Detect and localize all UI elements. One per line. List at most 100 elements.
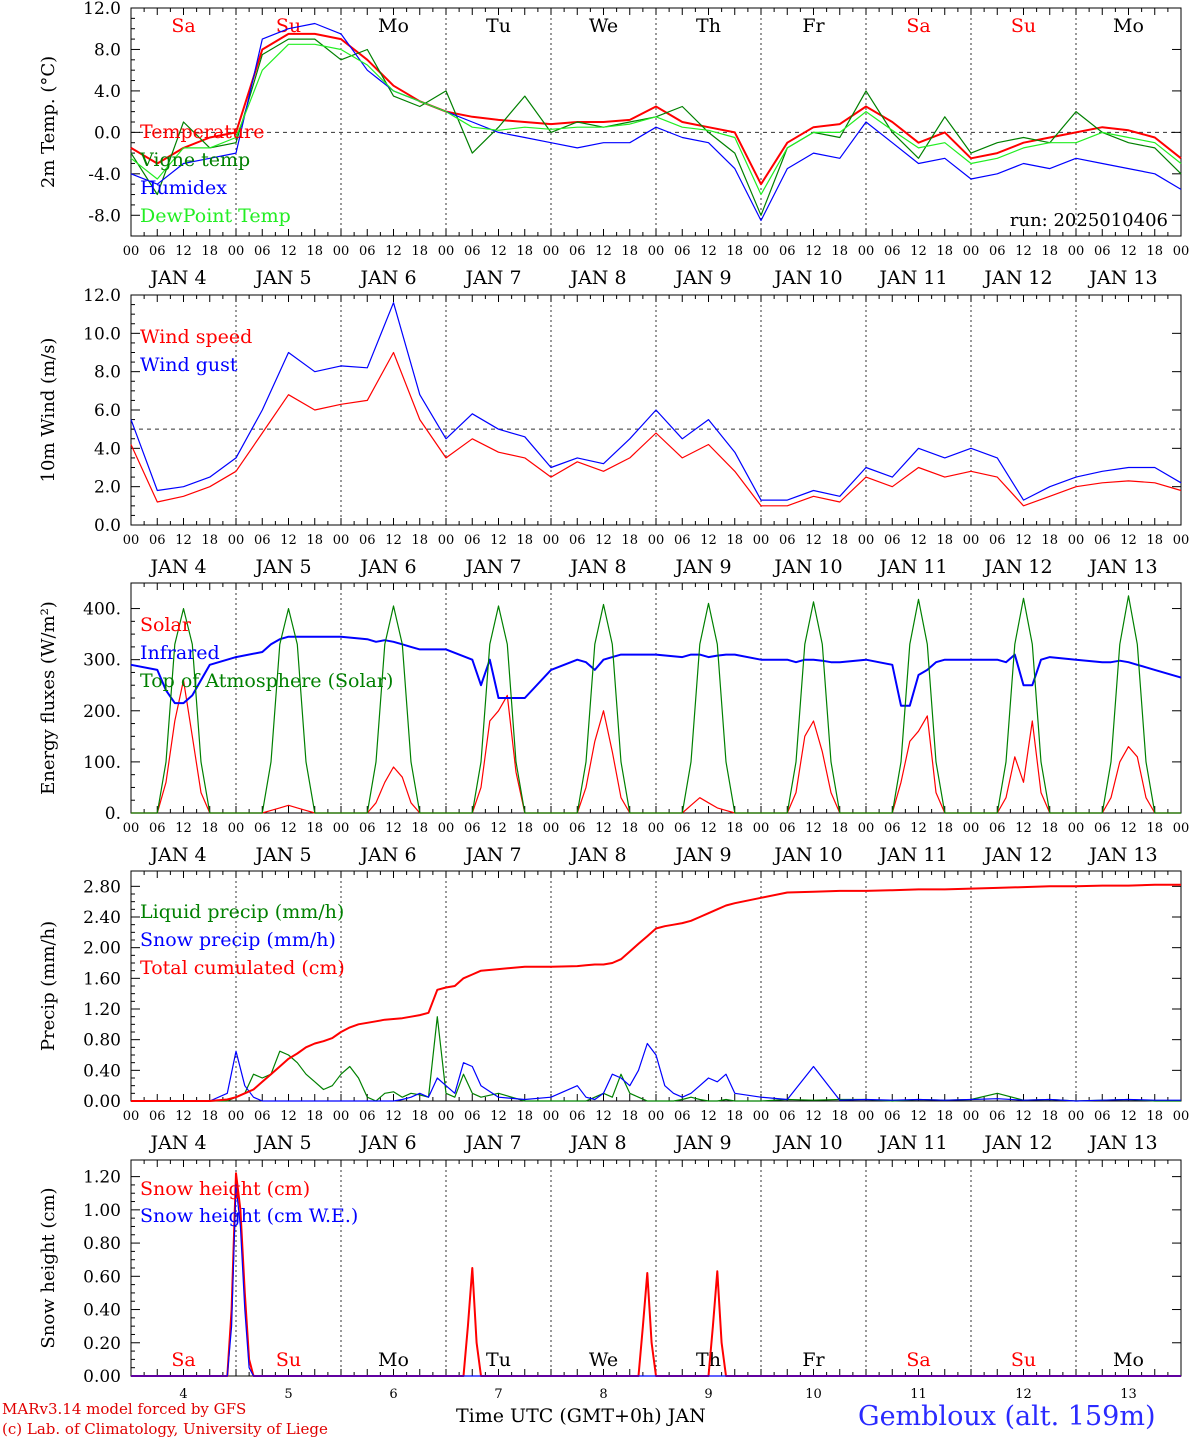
y-tick-label: 8.0	[94, 363, 121, 383]
y-axis-title: Snow height (cm)	[38, 1187, 59, 1348]
hour-label: 18	[1146, 1109, 1163, 1124]
day-number-label: 5	[284, 1387, 292, 1400]
day-label: We	[589, 1349, 618, 1371]
day-number-label: 12	[1015, 1387, 1032, 1400]
panel-precip: 0.00 0.40 0.80 1.20 1.60 2.00 2.40 2.80 Precip (…	[38, 870, 1189, 1154]
date-label: JAN 7	[463, 556, 521, 578]
date-label: JAN 7	[463, 1132, 521, 1154]
date-label: JAN 8	[568, 556, 626, 578]
hour-label: 12	[1120, 1109, 1137, 1124]
legend-entry: Vigne temp	[139, 149, 250, 171]
hour-label: 06	[569, 1109, 586, 1124]
hour-label: 00	[228, 244, 245, 259]
hour-label: 06	[254, 533, 271, 548]
hour-label: 00	[753, 1109, 770, 1124]
hour-label: 12	[595, 1109, 612, 1124]
y-axis-title: 10m Wind (m/s)	[38, 338, 59, 483]
hour-label: 18	[306, 821, 323, 836]
hour-label: 06	[464, 821, 481, 836]
series-line-wind-0	[130, 351, 1182, 507]
hour-label: 18	[306, 244, 323, 259]
legend-entry: Wind gust	[140, 354, 238, 376]
date-label: JAN 4	[148, 267, 206, 289]
y-tick-label: 2.40	[83, 908, 121, 928]
hour-label: 00	[543, 533, 560, 548]
panel-energy: 0. 100. 200. 300. 400. Energy fluxes (W/m²) 00…	[38, 582, 1189, 866]
hour-label: 12	[700, 244, 717, 259]
day-label: Sa	[171, 1349, 195, 1371]
date-label: JAN 10	[772, 556, 842, 578]
hour-label: 18	[516, 244, 533, 259]
y-tick-label: 0.	[105, 804, 121, 824]
hour-label: 18	[831, 533, 848, 548]
day-label: Fr	[802, 15, 825, 37]
y-tick-label: 2.80	[83, 877, 121, 897]
legend-entry: Snow precip (mm/h)	[140, 929, 336, 951]
day-label: Mo	[378, 1349, 409, 1371]
day-number-label: 8	[599, 1387, 607, 1400]
hour-label: 18	[411, 244, 428, 259]
hour-label: 06	[674, 244, 691, 259]
hour-label: 00	[228, 821, 245, 836]
run-annotation: run: 2025010406	[1010, 210, 1168, 231]
y-tick-label: 0.80	[83, 1031, 121, 1051]
hour-label: 06	[779, 244, 796, 259]
y-tick-label: 0.0	[94, 123, 121, 143]
hour-label: 12	[175, 244, 192, 259]
legend-entry: Top of Atmosphere (Solar)	[140, 670, 393, 692]
legend-entry: Infrared	[140, 642, 220, 664]
hour-label: 06	[779, 821, 796, 836]
hour-label: 00	[1173, 244, 1190, 259]
day-label: Sa	[906, 1349, 930, 1371]
hour-label: 00	[333, 244, 350, 259]
legend-entry: Snow height (cm W.E.)	[140, 1205, 358, 1227]
hour-label: 00	[858, 1109, 875, 1124]
date-label: JAN 11	[877, 1132, 947, 1154]
hour-label: 18	[1041, 1109, 1058, 1124]
day-number-label: 11	[910, 1387, 927, 1400]
hour-label: 18	[306, 533, 323, 548]
series-line-snow-1	[131, 1184, 1181, 1377]
series-line-wind-1	[130, 302, 1182, 501]
y-tick-label: 4.0	[94, 439, 121, 459]
hour-label: 00	[543, 1109, 560, 1124]
hour-label: 00	[123, 244, 140, 259]
hour-label: 06	[884, 821, 901, 836]
hour-label: 00	[963, 533, 980, 548]
day-label: Sa	[171, 15, 195, 37]
hour-label: 12	[385, 821, 402, 836]
station-label: Gembloux (alt. 159m)	[858, 1401, 1156, 1432]
series-line-precip-2	[131, 883, 1181, 1102]
date-label: JAN 6	[358, 267, 416, 289]
hour-label: 00	[1173, 533, 1190, 548]
hour-label: 06	[779, 533, 796, 548]
hour-label: 06	[674, 533, 691, 548]
hour-label: 00	[228, 533, 245, 548]
hour-label: 00	[123, 821, 140, 836]
hour-label: 00	[333, 1109, 350, 1124]
date-label: JAN 13	[1087, 556, 1157, 578]
hour-label: 00	[858, 821, 875, 836]
date-label: JAN 4	[148, 844, 206, 866]
date-label: JAN 6	[358, 844, 416, 866]
legend-entry: Wind speed	[140, 326, 252, 348]
hour-label: 00	[648, 244, 665, 259]
hour-label: 00	[648, 1109, 665, 1124]
hour-label: 18	[621, 1109, 638, 1124]
hour-label: 06	[1094, 821, 1111, 836]
panel-snow: 0.00 0.20 0.40 0.60 0.80 1.00 1.20 Snow height …	[38, 1159, 1182, 1400]
hour-label: 12	[175, 1109, 192, 1124]
date-label: JAN 8	[568, 267, 626, 289]
hour-label: 06	[1094, 244, 1111, 259]
y-tick-label: 0.0	[94, 516, 121, 536]
day-label: Mo	[1113, 15, 1144, 37]
meteogram-chart: -8.0 -4.0 0.0 4.0 8.0 12.0 2m Temp. (°C) 00 06 12…	[38, 0, 1190, 1400]
y-tick-label: -4.0	[88, 165, 121, 185]
hour-label: 18	[936, 1109, 953, 1124]
y-tick-label: 12.0	[83, 286, 121, 306]
hour-label: 18	[1146, 533, 1163, 548]
date-label: JAN 7	[463, 844, 521, 866]
hour-label: 00	[963, 244, 980, 259]
hour-label: 12	[910, 244, 927, 259]
hour-label: 00	[648, 821, 665, 836]
